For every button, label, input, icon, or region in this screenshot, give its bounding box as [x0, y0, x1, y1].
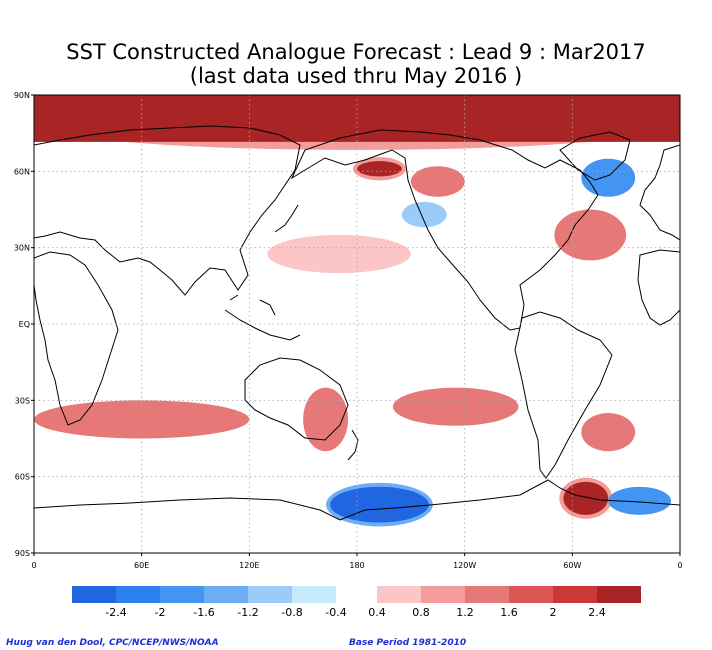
anomaly-regions [34, 95, 680, 527]
chart-subtitle: (last data used thru May 2016 ) [189, 64, 523, 88]
coastline-new-zealand [347, 429, 359, 461]
longitude-tick-labels: 0 60E 120E 180 120W 60W 0 [31, 553, 683, 570]
anomaly-region-weddell-warm [563, 481, 609, 515]
longitude-label: 120W [453, 561, 476, 570]
colorbar-label: -1.6 [193, 606, 214, 619]
latitude-label: EQ [19, 320, 30, 329]
colorbar-label: 2 [550, 606, 557, 619]
colorbar-swatch-cool [72, 586, 116, 603]
anomaly-region-ross-sea-cool [330, 486, 429, 523]
anomaly-region-north-atlantic-warm [554, 209, 627, 261]
anomaly-region-bering-warm [357, 161, 402, 177]
colorbar-swatch-warm [465, 586, 509, 603]
colorbar-label: 0.8 [412, 606, 430, 619]
coastline-japan [274, 204, 299, 233]
colorbar-label: -0.8 [281, 606, 302, 619]
coastline-europe-west [639, 144, 680, 241]
latitude-label: 60S [15, 473, 30, 482]
colorbar-swatch-warm [421, 586, 465, 603]
coastline-indonesia [224, 294, 301, 341]
longitude-label: 0 [31, 561, 36, 570]
latitude-label: 90S [15, 549, 30, 558]
colorbar-label: -2.4 [105, 606, 126, 619]
colorbar-swatch-cool [292, 586, 336, 603]
latitude-label: 60N [14, 167, 30, 176]
coastline-greenland [559, 131, 631, 181]
anomaly-region-gulf-of-alaska-warm [410, 166, 465, 197]
latitude-tick-labels: 90N 60N 30N EQ 30S 60S 90S [14, 91, 34, 558]
anomaly-region-tasman-warm [303, 387, 349, 452]
anomaly-region-south-pacific-warm [392, 387, 519, 426]
colorbar: -2.4 -2 -1.6 -1.2 -0.8 -0.4 0.4 0.8 1.2 1.6 2 2.4 [72, 586, 641, 619]
anomaly-region-east-antarctic-cool [608, 486, 672, 515]
colorbar-swatch-cool [204, 586, 248, 603]
longitude-label: 0 [677, 561, 682, 570]
colorbar-swatch-cool [248, 586, 292, 603]
longitude-label: 120E [239, 561, 259, 570]
chart-title: SST Constructed Analogue Forecast : Lead… [66, 40, 646, 64]
coastline-eurasia [34, 125, 301, 296]
coastline-africa-west [637, 249, 680, 326]
colorbar-label: -2 [155, 606, 166, 619]
anomaly-region-south-atlantic-warm [581, 413, 636, 452]
colorbar-label: 0.4 [368, 606, 386, 619]
coastline-antarctica [34, 479, 680, 521]
anomaly-region-subtropical-north-pacific-warm [267, 234, 411, 274]
colorbar-swatch-warm [597, 586, 641, 603]
anomaly-region-labrador-cool [581, 158, 636, 197]
anomaly-region-north-pacific-cool [401, 201, 447, 228]
latitude-label: 90N [14, 91, 30, 100]
colorbar-swatch-cool [116, 586, 160, 603]
colorbar-swatch-warm [509, 586, 553, 603]
coastline-south-america [514, 311, 613, 479]
coastline-australia [244, 357, 349, 441]
coastline-north-america [290, 129, 599, 331]
colorbar-label: 1.2 [456, 606, 474, 619]
latitude-label: 30N [14, 244, 30, 253]
credit-author: Huug van den Dool, CPC/NCEP/NWS/NOAA [6, 638, 219, 648]
colorbar-label: -1.2 [237, 606, 258, 619]
colorbar-label: 1.6 [500, 606, 518, 619]
colorbar-swatch-warm [377, 586, 421, 603]
coastline-africa [34, 251, 119, 426]
latitude-label: 30S [15, 396, 30, 405]
credit-base-period: Base Period 1981-2010 [349, 638, 467, 648]
longitude-label: 60W [563, 561, 581, 570]
colorbar-swatch-warm [553, 586, 597, 603]
longitude-label: 180 [349, 561, 364, 570]
longitude-label: 60E [134, 561, 149, 570]
colorbar-swatch-cool [160, 586, 204, 603]
colorbar-label: -0.4 [325, 606, 346, 619]
colorbar-label: 2.4 [588, 606, 606, 619]
